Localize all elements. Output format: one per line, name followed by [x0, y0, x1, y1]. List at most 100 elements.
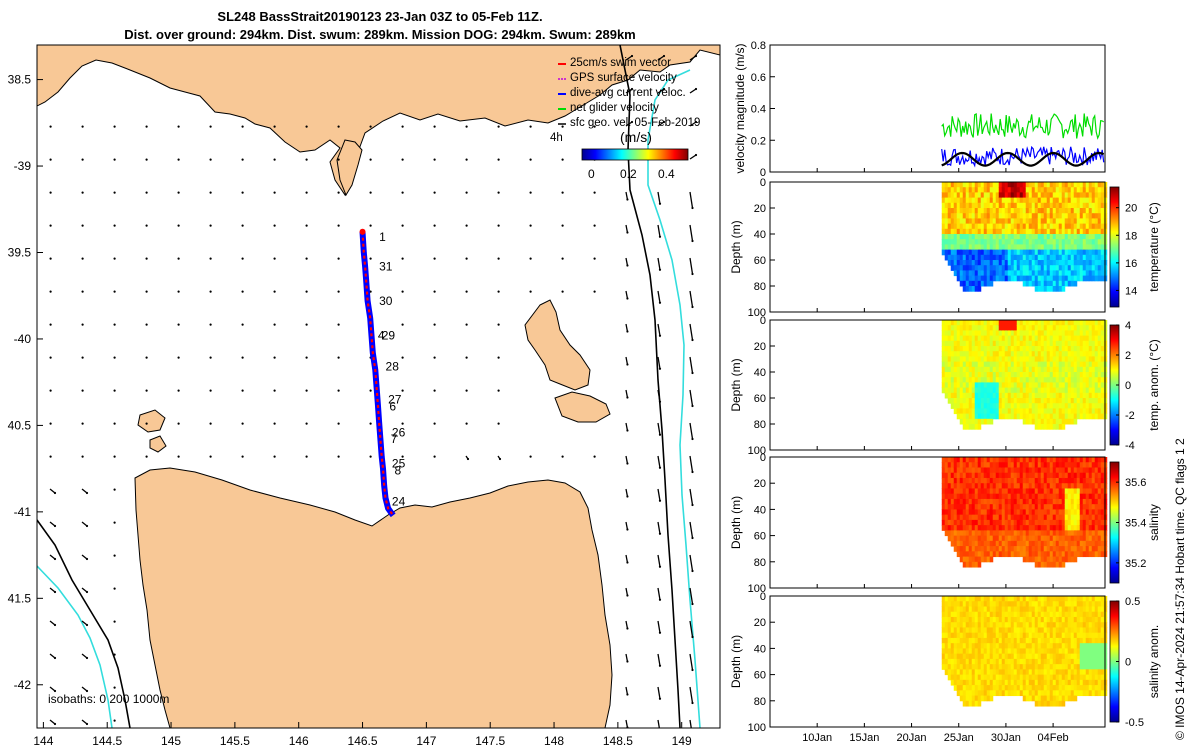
depth-tick-label: 60 — [754, 670, 766, 682]
series-sfc-geo — [941, 151, 1105, 167]
ytick-label: 0.6 — [751, 72, 766, 84]
panel-2: 0 20 40 60 80 100 Depth (m) 14 16 18 20 temperature… — [729, 177, 1161, 319]
heatmap-cells — [941, 182, 1108, 292]
colorbar-tick-label: -0.5 — [1125, 717, 1144, 729]
depth-tick-label: 0 — [760, 177, 766, 189]
track-start-marker — [359, 228, 366, 235]
ytick-label: 0.2 — [751, 135, 766, 147]
colorbar-label: temp. anom. (°C) — [1147, 339, 1161, 431]
depth-tick-label: 100 — [748, 445, 766, 457]
time-tick-label: 15Jan — [849, 732, 879, 744]
track-day-label: 29 — [382, 328, 396, 342]
time-tick-label: 20Jan — [897, 732, 927, 744]
track-day-label: 25 — [392, 456, 406, 470]
depth-tick-label: 20 — [754, 617, 766, 629]
map-xtick-label: 145.5 — [220, 734, 250, 748]
depth-tick-label: 20 — [754, 341, 766, 353]
depth-ylabel: Depth (m) — [729, 496, 743, 549]
panel-4: 0 20 40 60 80 100 Depth (m) 35.6 35.4 35.2 salinit… — [729, 452, 1161, 595]
depth-tick-label: 60 — [754, 255, 766, 267]
depth-tick-label: 60 — [754, 531, 766, 543]
isobath-1000m-east — [647, 69, 701, 728]
ytick-label: 0 — [760, 167, 766, 179]
track-day-label: 6 — [389, 399, 396, 413]
depth-tick-label: 20 — [754, 478, 766, 490]
isobath-200m-east — [619, 45, 681, 728]
ytick-label: 0.4 — [751, 104, 766, 116]
isobath-200m-west — [37, 519, 131, 728]
panel-1: 0 0.2 0.4 0.6 0.8 velocity magnitude (m/s) — [733, 40, 1106, 179]
depth-tick-label: 80 — [754, 281, 766, 293]
colorbar-tick-label: 0.5 — [1125, 596, 1140, 608]
heatmap-cells — [941, 457, 1108, 568]
depth-tick-label: 100 — [748, 583, 766, 595]
track-day-label: 24 — [392, 494, 406, 508]
heatmap-cells — [941, 320, 1108, 430]
depth-tick-label: 20 — [754, 203, 766, 215]
robbins-island — [149, 435, 167, 453]
depth-ylabel: Depth (m) — [729, 358, 743, 411]
map-ytick-label: -40 — [14, 332, 32, 346]
track-day-label: 8 — [394, 463, 401, 477]
colorbar-tick-label: -2 — [1125, 410, 1135, 422]
map-xtick-label: 145 — [161, 734, 181, 748]
map-ytick-label: 40.5 — [8, 418, 32, 432]
time-tick-label: 30Jan — [991, 732, 1021, 744]
surface-geostrophic-velocity-field — [49, 54, 698, 728]
isobath-legend-label: isobaths: 0 200 1000m — [48, 692, 169, 706]
depth-ylabel: Depth (m) — [729, 220, 743, 273]
map-ytick-label: 41.5 — [8, 591, 32, 605]
colorbar-label: salinity anom. — [1147, 625, 1161, 698]
legend-colorbar-tick-0-4: 0.4 — [658, 167, 675, 181]
flinders-island — [524, 299, 591, 391]
panel-frame — [769, 181, 1106, 313]
chart-title-line-2: Dist. over ground: 294km. Dist. swum: 28… — [124, 27, 636, 42]
hunter-island-group — [137, 409, 166, 433]
colorbar — [1109, 186, 1120, 308]
map-xtick-label: 148.5 — [603, 734, 633, 748]
panel-5: 0 20 40 60 80 100 Depth (m) 0.5 0 -0.5 salinity an… — [729, 591, 1161, 734]
map-xtick-label: 146.5 — [348, 734, 378, 748]
map-ytick-label: 39.5 — [8, 245, 32, 259]
colorbar-tick-label: 20 — [1125, 203, 1137, 215]
panel-frame — [769, 456, 1106, 589]
colorbar-tick-label: 0 — [1125, 657, 1131, 669]
map-panel: 1 31 30 294 28 276 267 258 24 144 144.5 145 145.5 14… — [8, 44, 721, 748]
depth-tick-label: 100 — [748, 722, 766, 734]
colorbar-tick-label: 2 — [1125, 350, 1131, 362]
track-day-label: 31 — [379, 259, 393, 273]
depth-tick-label: 80 — [754, 557, 766, 569]
legend-speed-colorbar — [581, 148, 689, 161]
depth-tick-label: 40 — [754, 643, 766, 655]
track-day-label: 28 — [386, 360, 400, 374]
colorbar-tick-label: 18 — [1125, 230, 1137, 242]
time-tick-label: 04Feb — [1037, 732, 1068, 744]
map-xtick-label: 148 — [544, 734, 564, 748]
colorbar-label: salinity — [1147, 504, 1161, 541]
map-legend: 25cm/s swim vector GPS surface velocity … — [550, 57, 700, 181]
legend-gps-label: GPS surface velocity — [570, 72, 677, 84]
map-xtick-label: 149 — [672, 734, 692, 748]
heatmap-cells — [941, 596, 1108, 707]
depth-tick-label: 40 — [754, 367, 766, 379]
legend-colorbar-unit: (m/s) — [620, 129, 652, 145]
glider-track-day-labels: 1 31 30 294 28 276 267 258 24 — [378, 230, 406, 509]
depth-tick-label: 60 — [754, 393, 766, 405]
depth-tick-label: 0 — [760, 315, 766, 327]
panel-frame — [769, 319, 1106, 451]
map-xtick-label: 147.5 — [475, 734, 505, 748]
map-axis-ticks: 144 144.5 145 145.5 146 146.5 147 147.5 148 148.5… — [8, 73, 692, 748]
legend-dive-avg-label: dive-avg current veloc. — [570, 87, 686, 99]
depth-tick-label: 40 — [754, 504, 766, 516]
track-day-label: 26 — [392, 425, 406, 439]
track-day-label: 7 — [391, 432, 398, 446]
track-day-label: 4 — [378, 328, 385, 342]
colorbar-tick-label: 0 — [1125, 380, 1131, 392]
copyright-note: © IMOS 14-Apr-2024 21:57:34 Hobart time.… — [1173, 438, 1187, 740]
tasmania-landmass — [134, 467, 613, 728]
colorbar-tick-label: 35.4 — [1125, 518, 1146, 530]
depth-tick-label: 80 — [754, 419, 766, 431]
